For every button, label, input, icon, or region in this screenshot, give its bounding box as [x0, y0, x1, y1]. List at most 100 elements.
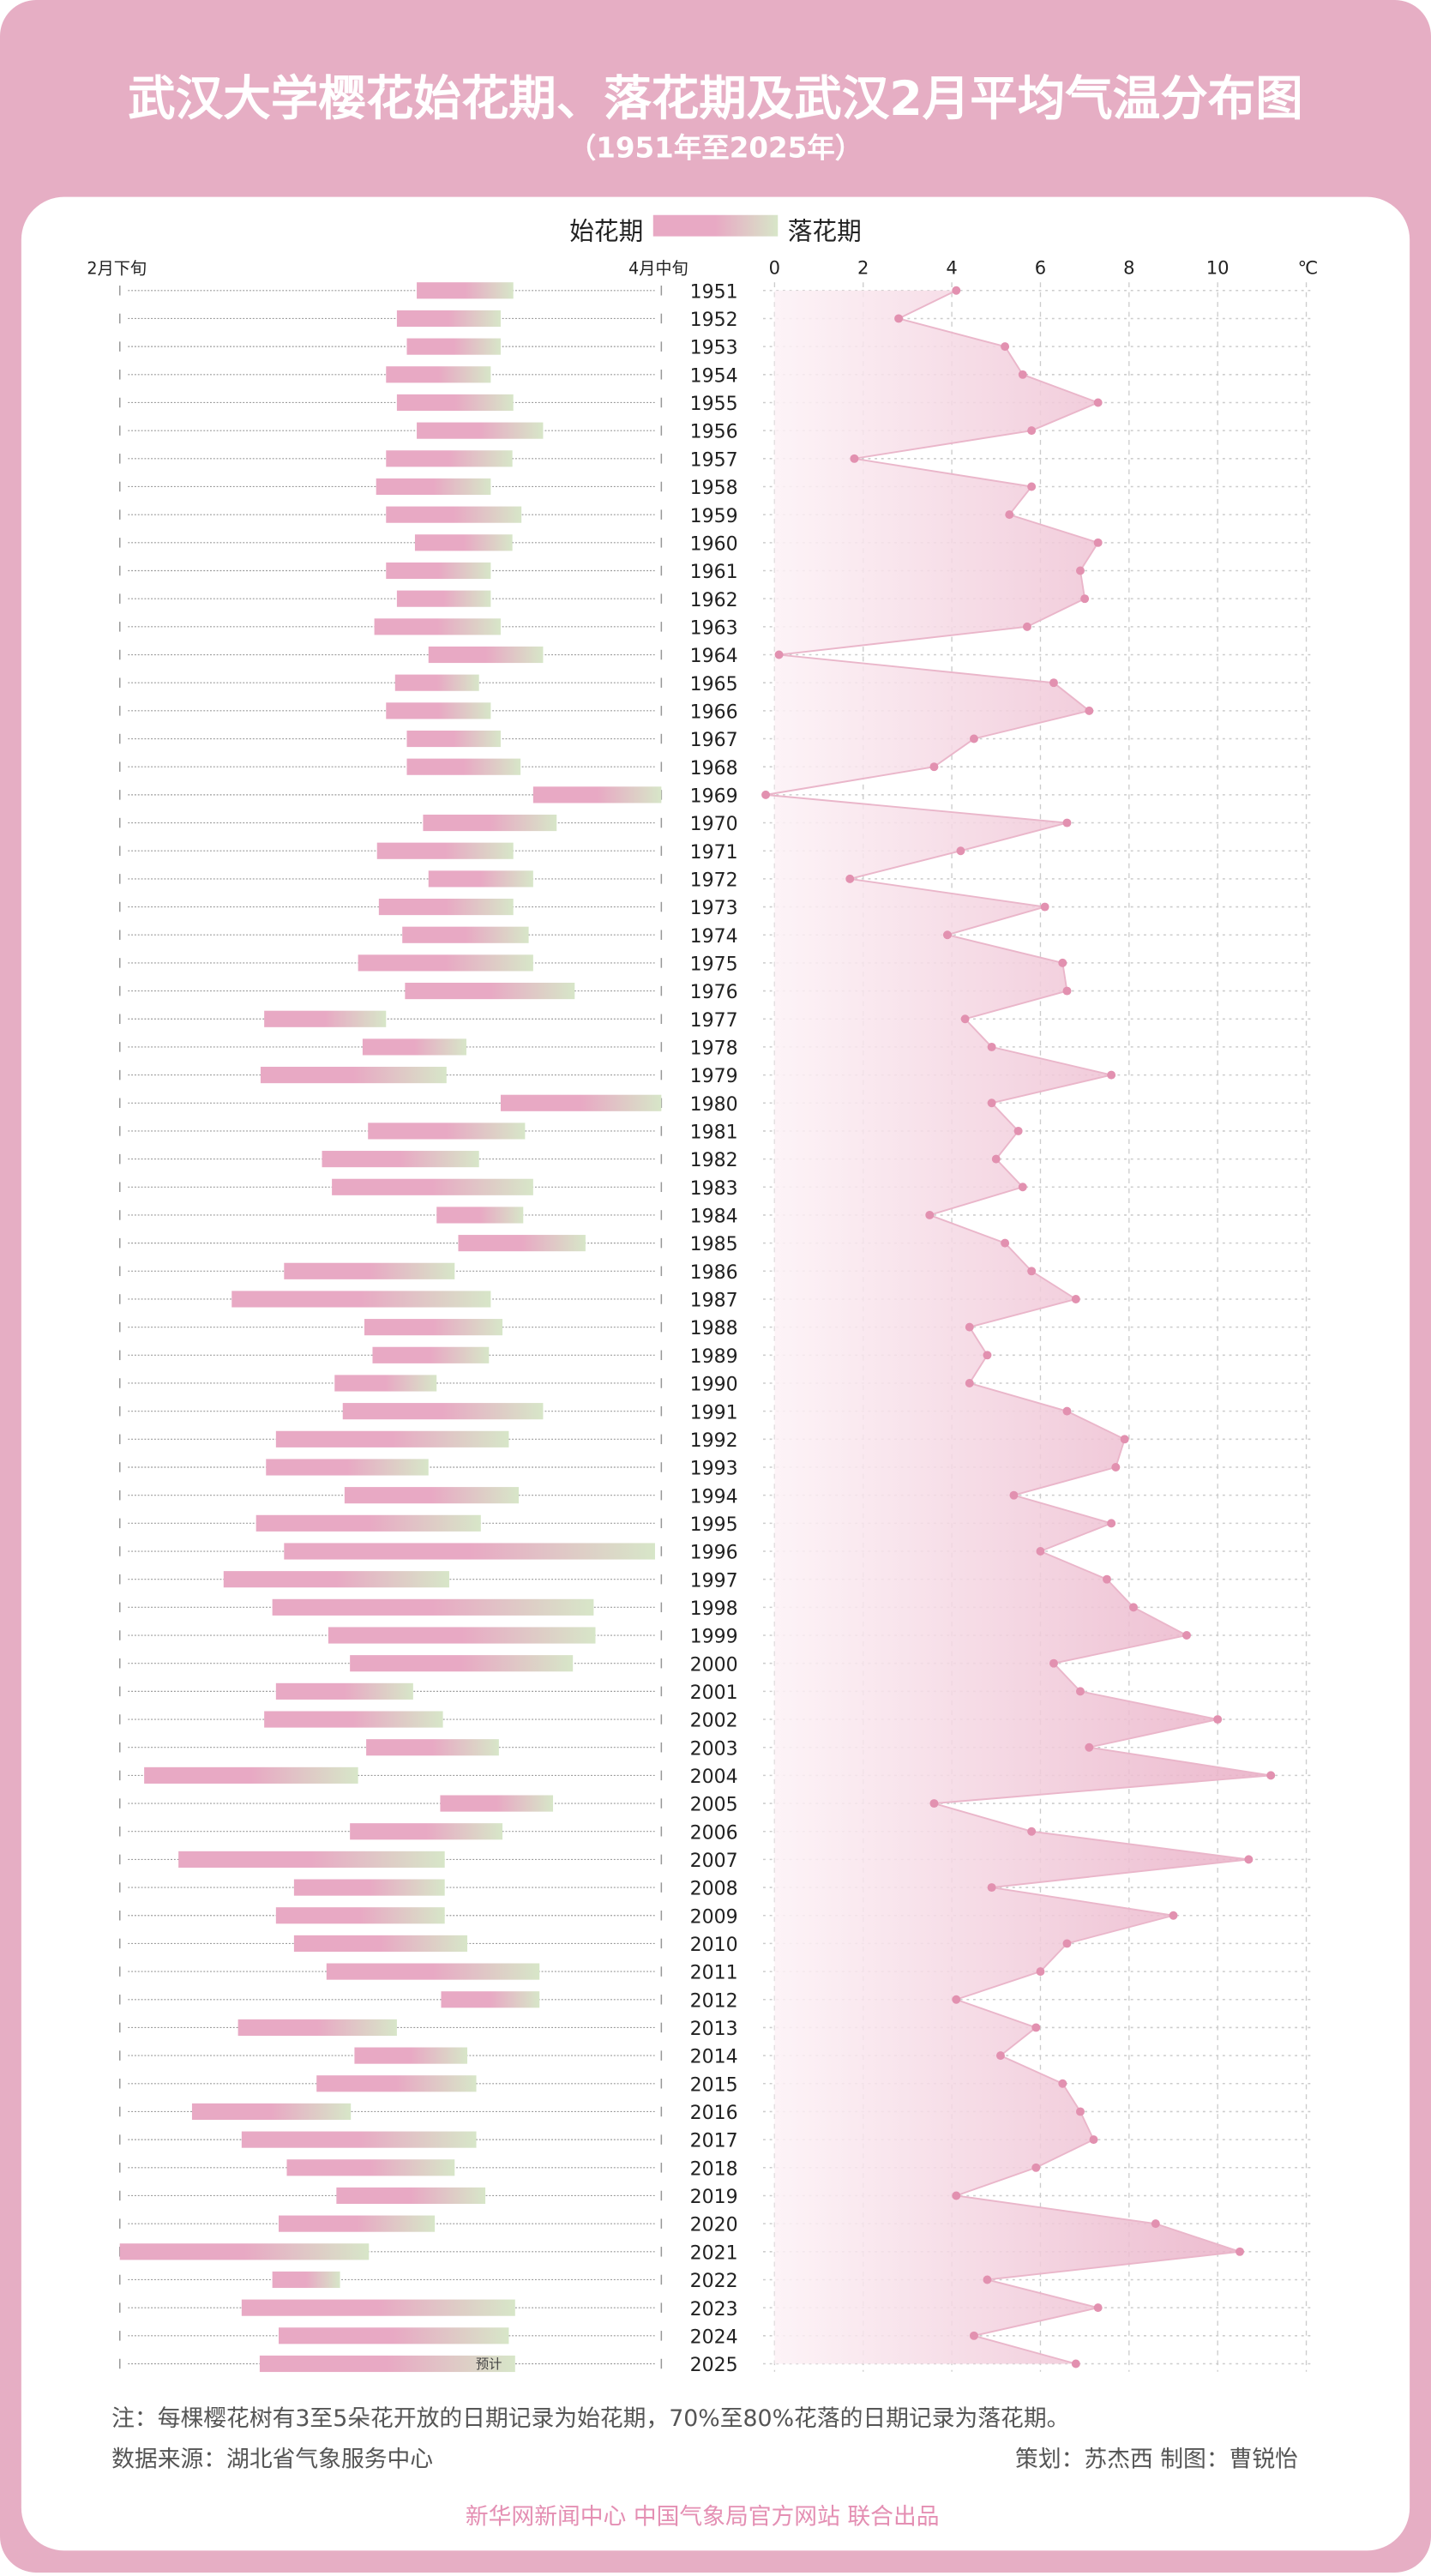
year-label: 2009: [690, 1906, 738, 1928]
year-label: 1953: [690, 338, 738, 359]
temp-tick-label: 4: [946, 257, 957, 279]
bloom-bar-2014: [354, 2047, 468, 2064]
bloom-bar-2020: [278, 2215, 436, 2232]
temp-point-1994: [1009, 1490, 1019, 1500]
year-label: 1968: [690, 758, 738, 779]
content-panel: [21, 196, 1410, 2551]
temp-point-1953: [1001, 342, 1010, 352]
temp-point-2009: [1169, 1911, 1178, 1920]
bloom-bar-2010: [293, 1935, 468, 1952]
temp-point-1968: [929, 762, 939, 772]
bloom-bar-1987: [231, 1291, 491, 1308]
bloom-bar-1998: [272, 1598, 594, 1616]
year-label: 1963: [690, 617, 738, 639]
year-label: 1957: [690, 449, 738, 471]
year-label: 2014: [690, 2047, 738, 2068]
bloom-bar-2007: [178, 1851, 445, 1868]
temp-area: [766, 290, 1272, 2364]
bloom-bar-1957: [386, 450, 513, 467]
temp-point-1987: [1071, 1294, 1080, 1303]
temp-point-1970: [1062, 818, 1072, 828]
bloom-bar-1977: [264, 1010, 387, 1027]
bloom-bar-2021: [119, 2243, 370, 2260]
year-label: 2018: [690, 2158, 738, 2180]
legend-gradient-swatch: [652, 214, 779, 237]
temp-point-1985: [1001, 1238, 1010, 1248]
temp-point-1999: [1182, 1631, 1191, 1640]
footnote: 注：每棵樱花树有3至5朵花开放的日期记录为始花期，70%至80%花落的日期记录为…: [111, 2405, 1069, 2432]
data-source: 数据来源：湖北省气象服务中心: [111, 2447, 433, 2473]
legend-start-label: 始花期: [569, 216, 643, 245]
legend: 始花期 落花期: [569, 214, 862, 245]
bloom-bar-1960: [414, 534, 513, 551]
estimate-label: 预计: [476, 2356, 502, 2372]
bloom-bar-1975: [358, 954, 533, 972]
bloom-bar-2013: [237, 2019, 397, 2037]
bloom-bar-1966: [386, 702, 491, 719]
year-label: 1988: [690, 1318, 738, 1339]
temp-point-1973: [1040, 902, 1049, 912]
temp-point-2010: [1062, 1939, 1072, 1948]
year-label: 1974: [690, 926, 738, 948]
temp-point-1972: [845, 874, 855, 883]
bloom-bar-2003: [366, 1739, 499, 1756]
year-label: 1990: [690, 1375, 738, 1396]
temp-point-2001: [1076, 1687, 1085, 1696]
temp-point-1974: [942, 930, 952, 940]
year-label: 1962: [690, 590, 738, 611]
bloom-bar-1978: [362, 1038, 466, 1056]
temp-point-2004: [1266, 1771, 1276, 1780]
year-label: 1989: [690, 1346, 738, 1368]
bloom-bar-2000: [350, 1655, 574, 1672]
bloom-bar-2001: [275, 1682, 413, 1700]
temp-point-1952: [894, 314, 904, 323]
year-label: 1976: [690, 982, 738, 1003]
temp-point-2002: [1213, 1715, 1223, 1724]
bloom-bar-2006: [350, 1823, 503, 1840]
bloom-bar-2017: [241, 2131, 477, 2148]
temp-point-1961: [1076, 566, 1085, 575]
temp-point-2006: [1027, 1827, 1037, 1836]
year-label: 2005: [690, 1795, 738, 1816]
year-label: 2010: [690, 1935, 738, 1956]
temp-point-1969: [761, 790, 771, 799]
temp-point-1997: [1103, 1574, 1111, 1584]
temp-point-2007: [1244, 1855, 1254, 1864]
year-label: 2000: [690, 1654, 738, 1676]
bloom-bar-2009: [275, 1907, 445, 1924]
year-label: 1996: [690, 1543, 738, 1564]
year-label: 1983: [690, 1178, 738, 1200]
temp-point-1956: [1027, 426, 1037, 436]
year-label: 1951: [690, 281, 738, 303]
bloom-bar-1959: [386, 506, 522, 523]
temp-tick-label: 2: [857, 257, 869, 279]
bloom-bar-2015: [316, 2075, 477, 2092]
temp-point-1980: [987, 1098, 996, 1108]
year-label: 1999: [690, 1627, 738, 1648]
bloom-bar-1965: [394, 674, 479, 691]
temp-tick-label: 10: [1206, 257, 1230, 279]
bloom-bar-1955: [396, 394, 514, 412]
temp-unit-label: ℃: [1298, 257, 1319, 279]
year-label: 2004: [690, 1766, 738, 1788]
year-label: 2011: [690, 1963, 738, 1984]
year-label: 2017: [690, 2131, 738, 2152]
temp-tick-label: 8: [1123, 257, 1134, 279]
bloom-bar-1992: [275, 1430, 509, 1447]
temp-point-1992: [1120, 1435, 1129, 1444]
year-label: 1986: [690, 1262, 738, 1284]
year-label: 2008: [690, 1879, 738, 1900]
bloom-bar-1986: [284, 1262, 455, 1279]
bloom-bar-1958: [376, 478, 491, 496]
temp-point-1964: [774, 650, 784, 659]
temp-point-2011: [1036, 1967, 1045, 1977]
temp-point-1996: [1036, 1547, 1045, 1556]
temp-point-1959: [1005, 510, 1014, 520]
bloom-bar-1968: [406, 758, 521, 775]
bloom-bar-2005: [440, 1795, 554, 1812]
year-label: 1959: [690, 506, 738, 527]
temp-point-2016: [1076, 2107, 1085, 2116]
bloom-bar-2004: [144, 1766, 358, 1784]
bloom-bar-1972: [428, 870, 533, 888]
